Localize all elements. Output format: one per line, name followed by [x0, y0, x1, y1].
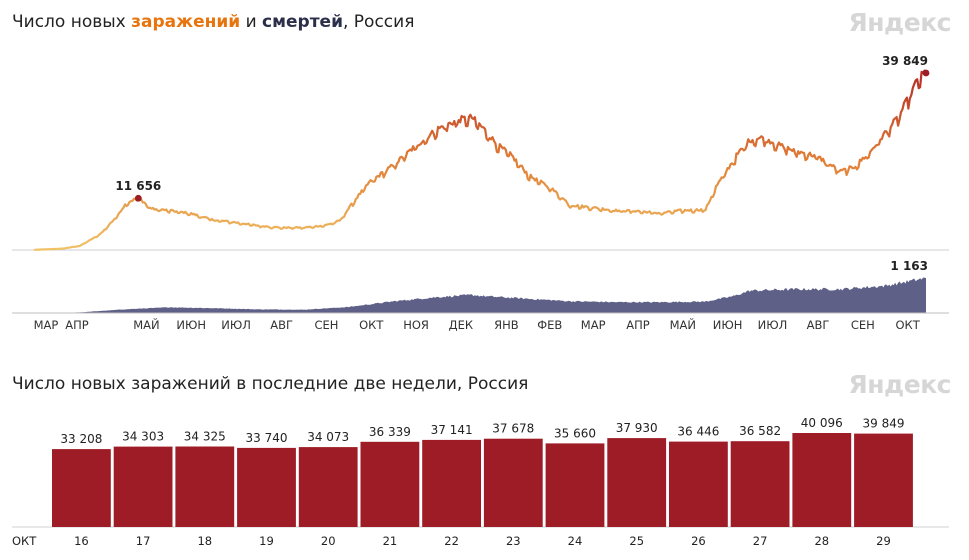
bar-value-label-16: 33 208 [60, 432, 102, 446]
day-tick-label-20: 20 [321, 534, 336, 548]
month-tick-label: ФЕВ [537, 318, 562, 332]
day-tick-label-27: 27 [753, 534, 768, 548]
bar-21 [360, 441, 420, 527]
day-tick-label-23: 23 [506, 534, 521, 548]
bar-25 [607, 438, 667, 527]
title-part-infections: заражений [131, 12, 241, 32]
month-tick-label: ИЮЛ [758, 318, 788, 332]
title-part-deaths: смертей [262, 12, 343, 32]
bar-27 [730, 441, 790, 527]
day-tick-label-21: 21 [383, 534, 398, 548]
day-tick-label-16: 16 [74, 534, 89, 548]
day-tick-label-24: 24 [568, 534, 583, 548]
month-tick-label: МАЙ [133, 317, 159, 332]
month-tick-label: АПР [626, 318, 650, 332]
month-label-oct: ОКТ [12, 534, 37, 548]
bar-value-label-23: 37 678 [492, 422, 534, 436]
bar-value-label-18: 34 325 [184, 430, 226, 444]
annotation-label-0: 11 656 [115, 179, 161, 193]
day-tick-label-28: 28 [814, 534, 829, 548]
bar-value-label-27: 36 582 [739, 424, 781, 438]
bar-value-label-24: 35 660 [554, 426, 596, 440]
day-tick-label-22: 22 [444, 534, 459, 548]
infections-deaths-chart: 11 656 39 849 1 163 МАР АПР МАЙ ИЮН ИЮЛ АВГ СЕН ОК… [12, 54, 949, 332]
annotation-dot-0 [134, 194, 142, 202]
title-part-region: , Россия [343, 12, 415, 32]
month-tick-label: СЕН [851, 318, 875, 332]
title-part-and: и [240, 12, 263, 32]
bar-value-label-20: 34 073 [307, 430, 349, 444]
month-tick-label: НОЯ [403, 318, 429, 332]
annotation-label-2: 1 163 [890, 259, 928, 273]
month-tick-label: МАЙ [670, 317, 696, 332]
month-tick-label: МАР [581, 318, 606, 332]
month-tick-label: ИЮН [176, 318, 206, 332]
month-tick-label: ИЮН [713, 318, 743, 332]
month-tick-label: ИЮЛ [221, 318, 251, 332]
month-tick-label: АВГ [270, 318, 293, 332]
bar-value-label-26: 36 446 [677, 425, 719, 439]
chart-title-two-weeks: Число новых заражений в последние две не… [12, 374, 529, 394]
month-tick-label: МАР [34, 318, 59, 332]
bar-24 [545, 443, 605, 527]
day-tick-label-18: 18 [197, 534, 212, 548]
day-tick-label-26: 26 [691, 534, 706, 548]
bar-20 [298, 447, 358, 527]
title-part-1: Число новых [12, 12, 132, 32]
bar-value-label-19: 33 740 [246, 431, 288, 445]
bar-22 [422, 439, 481, 527]
month-tick-label: ДЕК [449, 318, 473, 332]
chart-title-infections-deaths: Число новых заражений и смертей, Россия [12, 12, 414, 32]
day-tick-label-29: 29 [876, 534, 891, 548]
bar-29 [854, 433, 913, 527]
bar-value-label-21: 36 339 [369, 425, 411, 439]
day-tick-label-17: 17 [136, 534, 151, 548]
bar-26 [669, 441, 728, 527]
brand-logo-top: Яндекс [848, 8, 952, 37]
bar-value-label-29: 39 849 [863, 417, 905, 431]
day-tick-label-19: 19 [259, 534, 274, 548]
bar-16 [52, 449, 111, 527]
two-week-bar-chart: 33 208 16 34 303 17 34 325 18 33 740 19 34 073 20… [12, 416, 949, 548]
bar-17 [113, 446, 173, 527]
annotation-dot-1 [922, 69, 930, 77]
day-tick-label-25: 25 [629, 534, 644, 548]
bar-value-label-22: 37 141 [431, 423, 473, 437]
deaths-series-area [34, 277, 926, 313]
bar-28 [792, 433, 852, 527]
bar-18 [175, 446, 235, 527]
bar-value-label-28: 40 096 [801, 416, 843, 430]
bar-19 [237, 447, 296, 527]
annotation-label-1: 39 849 [882, 54, 928, 68]
bar-23 [483, 438, 543, 527]
month-tick-label: АПР [65, 318, 89, 332]
month-tick-label: ОКТ [896, 318, 921, 332]
month-tick-label: ЯНВ [494, 318, 519, 332]
infections-series-line [34, 69, 927, 251]
month-tick-label: СЕН [314, 318, 338, 332]
month-tick-label: ОКТ [359, 318, 384, 332]
bar-value-label-25: 37 930 [616, 421, 658, 435]
brand-logo-bottom: Яндекс [848, 370, 952, 399]
bar-value-label-17: 34 303 [122, 430, 164, 444]
month-tick-label: АВГ [807, 318, 830, 332]
